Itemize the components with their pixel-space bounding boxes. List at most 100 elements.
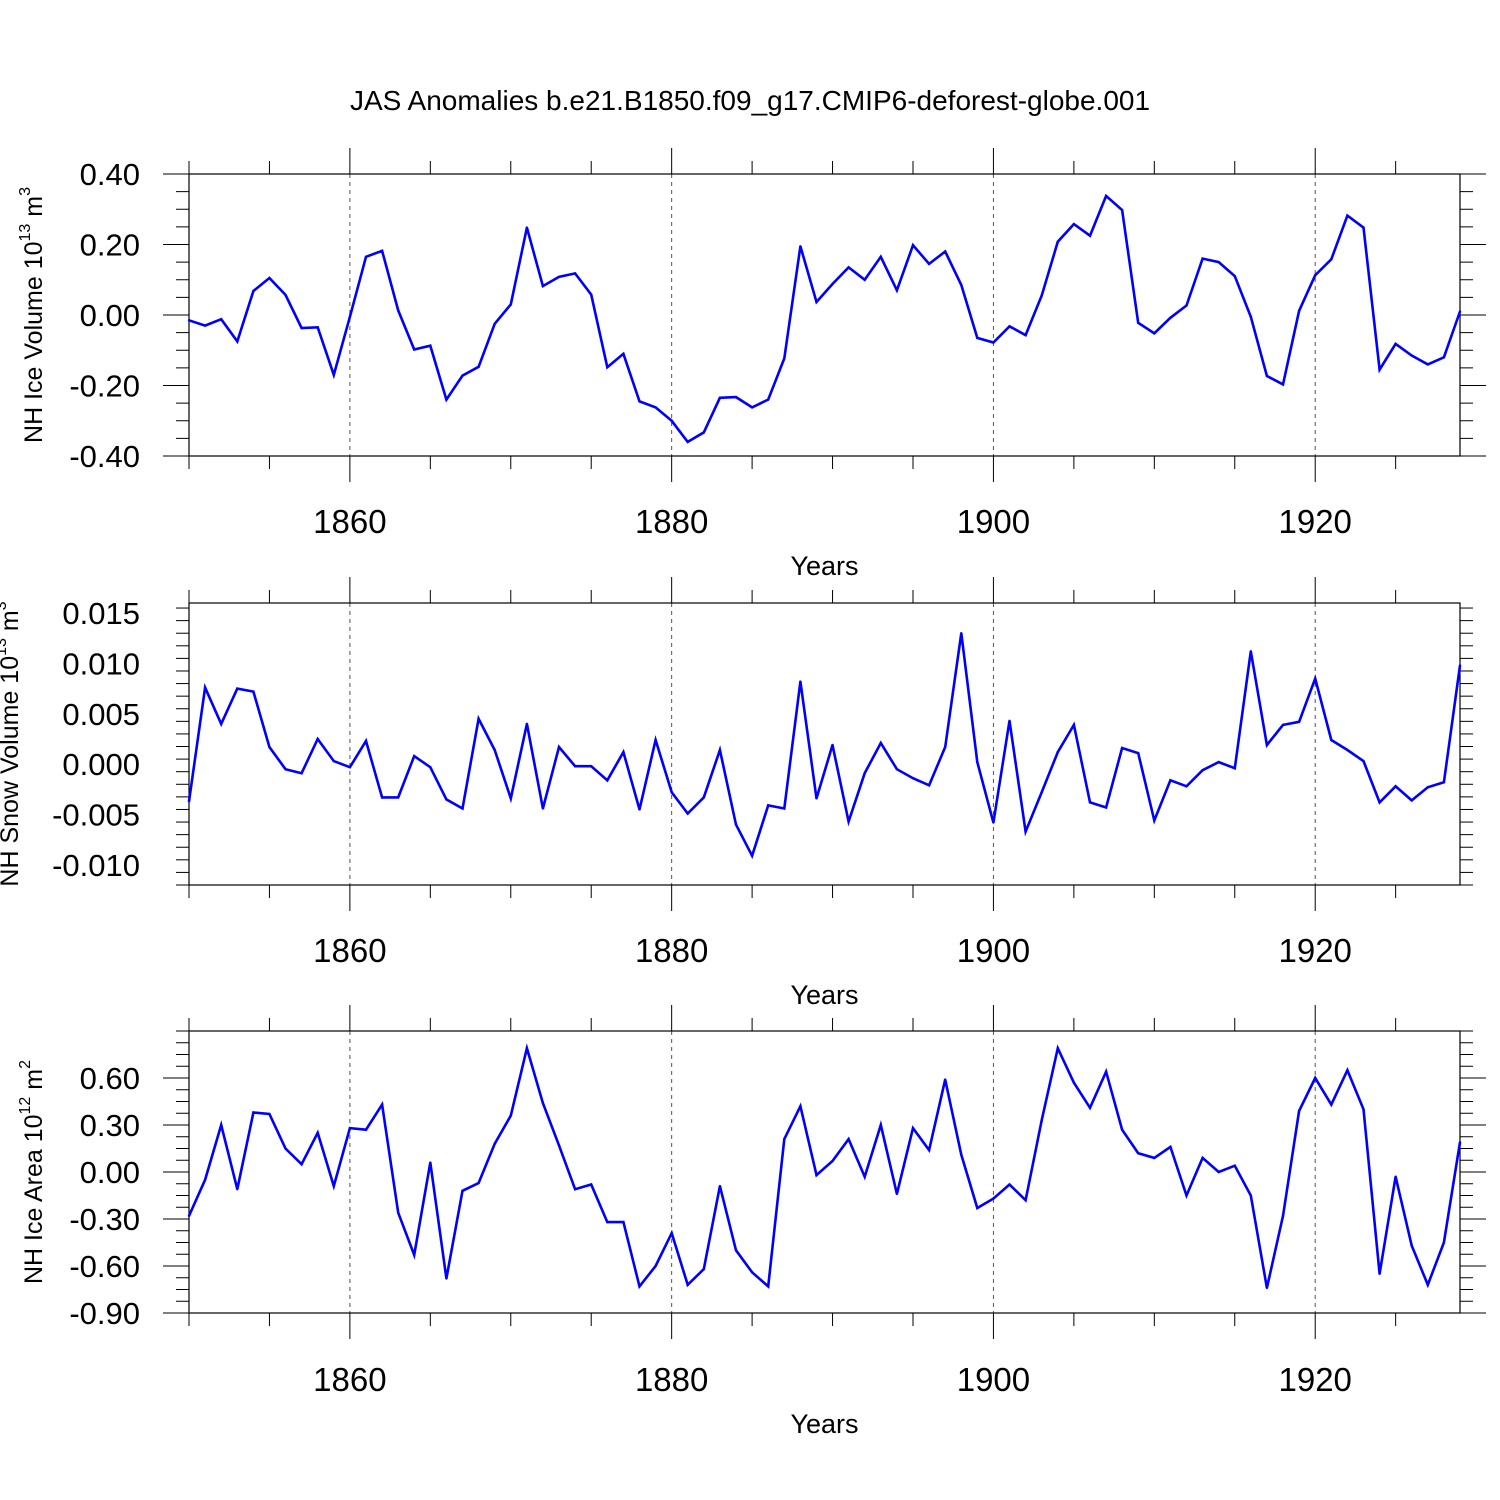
data-point	[219, 722, 223, 726]
data-point	[670, 419, 673, 422]
data-point	[203, 686, 207, 689]
y-tick-label: 0.20	[80, 228, 140, 263]
data-point	[396, 796, 400, 799]
data-point	[702, 796, 706, 799]
data-point	[799, 245, 802, 248]
data-point	[783, 1137, 786, 1141]
data-point	[1072, 222, 1076, 226]
data-point	[1265, 743, 1269, 747]
data-point	[1040, 791, 1043, 794]
data-point	[573, 764, 577, 768]
y-tick-label: 0.30	[80, 1108, 140, 1143]
data-point	[525, 226, 529, 229]
data-point	[461, 374, 464, 377]
data-point	[380, 1103, 384, 1106]
data-point	[1297, 720, 1301, 724]
data-point	[895, 767, 899, 771]
data-point	[960, 632, 963, 635]
data-point	[252, 1111, 255, 1114]
y-tick-label: 0.010	[62, 646, 140, 681]
y-tick-label: -0.010	[52, 848, 140, 883]
data-point	[1442, 356, 1446, 359]
data-point	[654, 738, 657, 742]
data-point	[1346, 214, 1349, 217]
data-point	[1410, 799, 1413, 802]
data-point	[1330, 258, 1333, 261]
data-point	[831, 743, 834, 747]
data-point	[493, 322, 496, 326]
x-tick-label: 1900	[957, 932, 1030, 969]
data-point	[927, 262, 931, 266]
data-point	[1169, 316, 1172, 320]
data-point	[976, 336, 979, 340]
data-point	[992, 821, 995, 824]
data-point	[348, 1126, 352, 1130]
data-point	[1169, 779, 1172, 782]
data-point	[1426, 786, 1430, 789]
data-point	[557, 1144, 561, 1147]
data-point	[734, 823, 738, 826]
data-point	[1394, 342, 1397, 346]
data-point	[1281, 383, 1285, 386]
data-point	[1314, 273, 1317, 277]
data-point	[284, 1147, 287, 1150]
data-point	[332, 373, 335, 377]
data-point	[815, 797, 818, 800]
data-point	[573, 1188, 577, 1191]
data-point	[670, 791, 673, 794]
data-point	[638, 808, 641, 811]
data-point	[734, 1249, 738, 1252]
x-tick-label: 1920	[1278, 932, 1351, 969]
data-point	[268, 1112, 271, 1116]
data-point	[1104, 1070, 1108, 1073]
data-point	[1297, 1109, 1301, 1113]
data-point	[590, 293, 593, 296]
data-point	[750, 854, 754, 857]
y-tick-label: 0.015	[62, 596, 140, 631]
data-point	[1185, 785, 1188, 788]
x-tick-label: 1860	[313, 1361, 386, 1398]
x-tick-label: 1880	[635, 503, 708, 540]
data-point	[429, 344, 432, 347]
data-point	[541, 1101, 545, 1105]
data-point	[1297, 309, 1301, 312]
y-axis-label: NH Ice Volume 1013 m3	[17, 187, 48, 443]
data-point	[1008, 719, 1011, 723]
data-point	[284, 293, 287, 297]
data-point	[429, 1161, 432, 1164]
data-point	[509, 797, 512, 800]
data-point	[1137, 321, 1140, 324]
data-point	[1104, 194, 1108, 198]
data-point	[911, 244, 915, 247]
data-point	[590, 1183, 593, 1186]
data-point	[1233, 1164, 1236, 1167]
data-point	[1217, 760, 1220, 764]
data-point	[1249, 1194, 1253, 1197]
data-point	[863, 278, 866, 281]
data-point	[943, 745, 947, 749]
data-point	[734, 395, 738, 399]
data-point	[493, 748, 496, 752]
data-point	[1378, 1272, 1381, 1276]
data-point	[992, 341, 995, 344]
data-point	[348, 315, 352, 318]
data-point	[1314, 1076, 1317, 1080]
y-tick-label: 0.60	[80, 1061, 140, 1096]
data-point	[252, 690, 255, 693]
data-point	[1249, 650, 1253, 653]
x-tick-label: 1880	[635, 932, 708, 969]
data-point	[1281, 1214, 1285, 1218]
data-point	[219, 318, 223, 321]
y-tick-label: -0.30	[69, 1202, 140, 1237]
data-point	[943, 250, 947, 253]
data-point	[1442, 1241, 1446, 1244]
data-point	[927, 784, 931, 787]
data-point	[1201, 768, 1204, 772]
data-point	[1201, 257, 1204, 260]
data-point	[718, 396, 722, 400]
data-point	[219, 1123, 223, 1127]
data-point	[1346, 748, 1349, 752]
data-point	[702, 1267, 706, 1271]
data-point	[1378, 368, 1381, 371]
